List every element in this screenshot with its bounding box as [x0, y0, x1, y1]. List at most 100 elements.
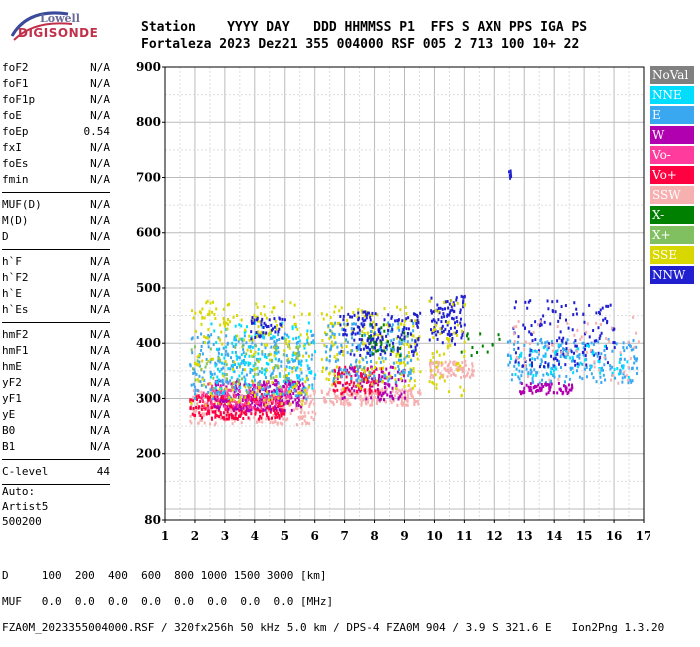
echo-point: [377, 395, 380, 399]
echo-point: [519, 390, 522, 394]
echo-point: [217, 336, 220, 340]
echo-point: [189, 414, 192, 418]
echo-point: [227, 388, 230, 392]
echo-point: [600, 366, 603, 370]
echo-point: [385, 344, 388, 348]
echo-point: [310, 334, 313, 338]
echo-point: [399, 354, 402, 358]
logo-text-lowell: Lowell: [40, 12, 80, 25]
echo-point: [591, 349, 594, 353]
echo-point: [275, 387, 278, 391]
echo-point: [374, 332, 377, 336]
echo-point: [530, 324, 533, 328]
echo-point: [334, 394, 337, 398]
echo-point: [274, 405, 277, 409]
echo-point: [378, 348, 381, 352]
echo-point: [256, 392, 259, 396]
echo-point: [257, 385, 260, 389]
echo-point: [232, 406, 235, 410]
param-name: h`F: [2, 255, 22, 268]
echo-point: [340, 343, 343, 347]
param-value: N/A: [90, 173, 110, 186]
echo-point: [266, 392, 269, 396]
echo-point: [223, 362, 226, 366]
echo-point: [205, 301, 208, 305]
echo-point: [626, 360, 629, 364]
echo-point: [230, 364, 233, 368]
echo-point: [270, 323, 273, 327]
echo-point: [220, 398, 223, 402]
echo-point: [225, 405, 228, 409]
legend-entry: NNE: [650, 86, 694, 104]
echo-point: [585, 350, 588, 354]
echo-point: [578, 363, 581, 367]
echo-point: [243, 411, 246, 415]
echo-point: [414, 348, 417, 352]
echo-point: [312, 333, 315, 337]
echo-point: [362, 310, 365, 314]
echo-point: [560, 305, 563, 309]
echo-point: [261, 388, 264, 392]
echo-point: [377, 330, 380, 334]
echo-point: [460, 350, 463, 354]
echo-point: [250, 408, 253, 412]
echo-point: [214, 364, 217, 368]
echo-point: [403, 335, 406, 339]
echo-point: [255, 335, 258, 339]
echo-point: [257, 382, 260, 386]
echo-point: [364, 310, 367, 314]
echo-point: [509, 339, 512, 343]
echo-point: [323, 397, 326, 401]
echo-point: [297, 398, 300, 402]
echo-point: [556, 358, 559, 362]
echo-point: [369, 348, 372, 352]
echo-point: [278, 413, 281, 417]
echo-point: [547, 391, 550, 395]
echo-point: [460, 367, 463, 371]
param-row: h`E N/A: [2, 286, 110, 302]
echo-point: [580, 335, 583, 339]
echo-point: [209, 347, 212, 351]
echo-point: [403, 371, 406, 375]
echo-point: [613, 327, 616, 331]
echo-point: [509, 169, 512, 173]
echo-point: [592, 343, 595, 347]
echo-point: [632, 315, 635, 319]
x-tick-label: 7: [340, 529, 348, 543]
echo-point: [193, 345, 196, 349]
echo-point: [192, 371, 195, 375]
echo-point: [590, 372, 593, 376]
echo-point: [373, 396, 376, 400]
echo-point: [527, 372, 530, 376]
echo-point: [554, 310, 557, 314]
echo-point: [354, 391, 357, 395]
echo-point: [565, 352, 568, 356]
echo-point: [351, 315, 354, 319]
echo-point: [279, 402, 282, 406]
echo-point: [603, 363, 606, 367]
echo-point: [375, 349, 378, 353]
param-row: fmin N/A: [2, 172, 110, 188]
echo-point: [285, 354, 288, 358]
echo-point: [459, 317, 462, 321]
echo-point: [232, 392, 235, 396]
echo-point: [359, 348, 362, 352]
echo-point: [200, 390, 203, 394]
echo-point: [230, 376, 233, 380]
echo-point: [369, 322, 372, 326]
echo-point: [559, 343, 562, 347]
echo-point: [304, 380, 307, 384]
echo-point: [406, 390, 409, 394]
echo-point: [603, 344, 606, 348]
echo-point: [567, 326, 570, 330]
echo-point: [366, 311, 369, 315]
echo-point: [335, 365, 338, 369]
echo-point: [374, 379, 377, 383]
echo-point: [260, 397, 263, 401]
echo-point: [401, 372, 404, 376]
echo-point: [256, 366, 259, 370]
echo-point: [275, 344, 278, 348]
y-tick-label: 700: [136, 170, 161, 184]
echo-point: [617, 372, 620, 376]
echo-point: [289, 381, 292, 385]
